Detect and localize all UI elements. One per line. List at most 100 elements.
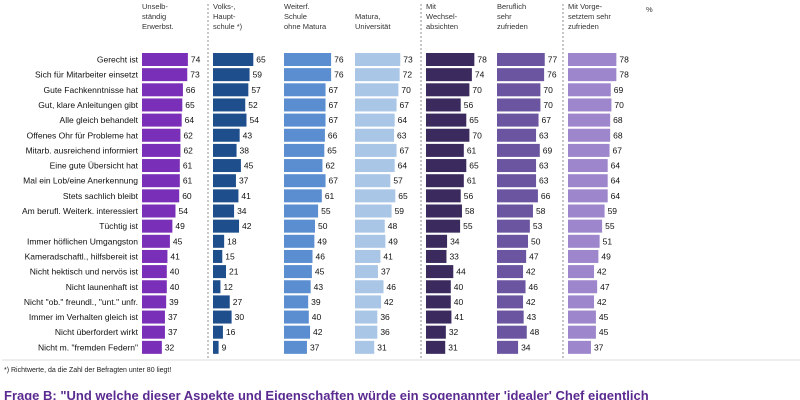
value-label-s2-r2: 67 bbox=[329, 85, 339, 95]
bar-s3-r11 bbox=[355, 219, 385, 233]
bar-s6-r9 bbox=[568, 189, 608, 203]
bar-s0-r13 bbox=[142, 249, 168, 263]
bar-s4-r10 bbox=[426, 204, 462, 218]
value-label-s6-r7: 64 bbox=[611, 161, 621, 171]
value-label-s0-r8: 61 bbox=[183, 176, 193, 186]
value-label-s3-r12: 49 bbox=[388, 236, 398, 246]
bar-s5-r14 bbox=[497, 265, 524, 279]
value-label-s4-r15: 40 bbox=[454, 282, 464, 292]
value-label-s2-r9: 61 bbox=[325, 191, 335, 201]
bar-s6-r4 bbox=[568, 113, 611, 127]
bar-s6-r2 bbox=[568, 83, 611, 97]
bar-s0-r8 bbox=[142, 174, 180, 188]
bar-s0-r4 bbox=[142, 113, 182, 127]
bar-s6-r17 bbox=[568, 310, 596, 324]
bar-s2-r15 bbox=[284, 280, 311, 294]
bar-s5-r7 bbox=[497, 159, 537, 173]
bar-s4-r7 bbox=[426, 159, 467, 173]
bar-s2-r2 bbox=[284, 83, 326, 97]
bar-s1-r10 bbox=[213, 204, 235, 218]
bar-s1-r18 bbox=[213, 325, 223, 339]
value-label-s1-r17: 30 bbox=[235, 312, 245, 322]
value-label-s0-r16: 39 bbox=[169, 297, 179, 307]
bar-s3-r4 bbox=[355, 113, 395, 127]
bar-s6-r1 bbox=[568, 68, 617, 82]
value-label-s5-r0: 77 bbox=[548, 55, 558, 65]
bar-s4-r0 bbox=[426, 53, 475, 66]
row-label-15: Nicht launenhaft ist bbox=[66, 282, 139, 292]
row-label-2: Gute Fachkenntnisse hat bbox=[43, 85, 138, 95]
bar-s4-r17 bbox=[426, 310, 452, 324]
value-label-s4-r19: 31 bbox=[448, 342, 458, 352]
bar-s5-r9 bbox=[497, 189, 538, 203]
bar-s6-r7 bbox=[568, 159, 608, 173]
value-label-s4-r3: 56 bbox=[464, 100, 474, 110]
value-label-s6-r11: 55 bbox=[605, 221, 615, 231]
value-label-s5-r5: 63 bbox=[539, 130, 549, 140]
value-label-s2-r3: 67 bbox=[329, 100, 339, 110]
bar-s3-r17 bbox=[355, 310, 378, 324]
value-label-s4-r12: 34 bbox=[450, 236, 460, 246]
bar-s5-r11 bbox=[497, 219, 530, 233]
value-label-s5-r13: 47 bbox=[529, 251, 539, 261]
bar-s6-r19 bbox=[568, 340, 591, 354]
value-label-s6-r13: 49 bbox=[601, 251, 611, 261]
value-label-s3-r11: 48 bbox=[388, 221, 398, 231]
bar-s5-r8 bbox=[497, 174, 537, 188]
bar-s4-r16 bbox=[426, 295, 451, 309]
value-label-s3-r10: 59 bbox=[395, 206, 405, 216]
bar-s1-r16 bbox=[213, 295, 230, 309]
value-label-s3-r19: 31 bbox=[377, 342, 387, 352]
bar-s3-r13 bbox=[355, 249, 381, 263]
bar-s5-r10 bbox=[497, 204, 533, 218]
value-label-s2-r11: 50 bbox=[318, 221, 328, 231]
bar-s4-r14 bbox=[426, 265, 454, 279]
row-label-1: Sich für Mitarbeiter einsetzt bbox=[35, 70, 139, 80]
value-label-s0-r18: 37 bbox=[168, 327, 178, 337]
value-label-s6-r5: 68 bbox=[613, 130, 623, 140]
value-label-s0-r14: 40 bbox=[170, 267, 180, 277]
column-header-4-line-2: absichten bbox=[426, 22, 458, 31]
bar-s2-r0 bbox=[284, 53, 332, 66]
value-label-s2-r17: 40 bbox=[312, 312, 322, 322]
value-label-s5-r6: 69 bbox=[543, 145, 553, 155]
row-label-6: Mitarb. ausreichend informiert bbox=[26, 145, 139, 155]
value-label-s1-r19: 9 bbox=[222, 342, 227, 352]
value-label-s0-r7: 61 bbox=[183, 161, 193, 171]
bar-s4-r3 bbox=[426, 98, 461, 112]
bar-s4-r13 bbox=[426, 249, 447, 263]
value-label-s4-r2: 70 bbox=[472, 85, 482, 95]
bar-s4-r9 bbox=[426, 189, 461, 203]
value-label-s6-r15: 47 bbox=[600, 282, 610, 292]
value-label-s6-r1: 78 bbox=[619, 70, 629, 80]
bar-s0-r15 bbox=[142, 280, 167, 294]
value-label-s5-r3: 70 bbox=[543, 100, 553, 110]
value-label-s6-r8: 64 bbox=[611, 176, 621, 186]
bar-s4-r2 bbox=[426, 83, 470, 97]
bar-s3-r2 bbox=[355, 83, 399, 97]
value-label-s1-r7: 45 bbox=[244, 161, 254, 171]
row-label-4: Alle gleich behandelt bbox=[60, 115, 139, 125]
bar-s3-r0 bbox=[355, 53, 401, 66]
row-labels: Gerecht ist Sich für Mitarbeiter einsetzt… bbox=[22, 55, 139, 353]
bar-s2-r16 bbox=[284, 295, 309, 309]
column-header-3-line-1: Matura, bbox=[355, 12, 380, 21]
bar-s1-r5 bbox=[213, 128, 240, 142]
column-header-6-line-0: Mit Vorge- bbox=[568, 2, 603, 11]
value-label-s3-r8: 57 bbox=[393, 176, 403, 186]
value-label-s3-r9: 65 bbox=[398, 191, 408, 201]
bar-s2-r10 bbox=[284, 204, 319, 218]
bar-s6-r15 bbox=[568, 280, 598, 294]
bar-s0-r3 bbox=[142, 98, 183, 112]
bar-s4-r5 bbox=[426, 128, 470, 142]
bar-s0-r16 bbox=[142, 295, 167, 309]
value-label-s3-r7: 64 bbox=[398, 161, 408, 171]
value-label-s4-r8: 61 bbox=[467, 176, 477, 186]
value-label-s2-r10: 55 bbox=[321, 206, 331, 216]
value-label-s5-r19: 34 bbox=[521, 342, 531, 352]
bar-s5-r6 bbox=[497, 143, 540, 157]
bar-s6-r18 bbox=[568, 325, 596, 339]
bar-s4-r6 bbox=[426, 143, 464, 157]
value-label-s2-r5: 66 bbox=[328, 130, 338, 140]
bar-s1-r6 bbox=[213, 143, 237, 157]
